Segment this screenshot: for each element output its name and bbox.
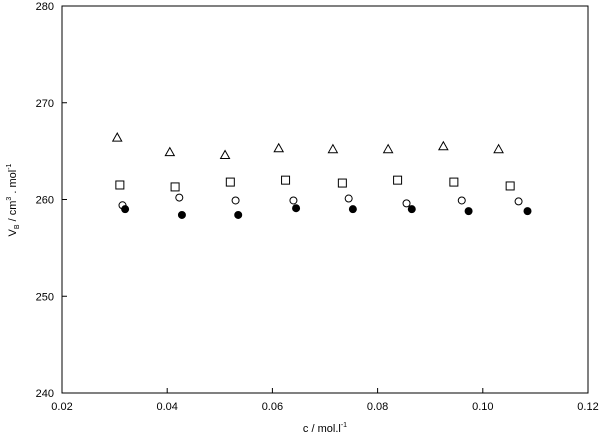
- plot-frame: [61, 5, 589, 394]
- triangle-marker: [437, 140, 449, 151]
- x-tick-label: 0.12: [577, 401, 598, 413]
- x-tick-label: 0.10: [472, 401, 493, 413]
- y-axis-title: VB / cm3 . mol-1: [6, 163, 21, 236]
- triangle-marker: [493, 143, 504, 154]
- data-markers: [111, 132, 532, 219]
- open-circle-marker: [402, 199, 411, 208]
- filled-circle-marker: [348, 205, 357, 214]
- open-circle-marker: [514, 197, 523, 206]
- x-axis-title-sup: -1: [341, 422, 347, 429]
- y-axis-title-sup1: 3: [6, 197, 13, 201]
- open-circle-marker: [231, 196, 240, 205]
- x-tick-label: 0.06: [262, 401, 283, 413]
- open-circle-marker: [457, 196, 466, 205]
- y-axis-title-main: V: [7, 228, 19, 236]
- triangle-marker: [111, 132, 123, 142]
- filled-circle-marker: [464, 207, 473, 216]
- y-axis-title-sub: B: [14, 224, 21, 229]
- square-marker: [225, 177, 235, 187]
- x-tick-label: 0.04: [156, 401, 177, 413]
- y-axis-title-mid: / cm: [7, 201, 19, 225]
- square-marker: [337, 178, 347, 188]
- y-axis-title-sup2: -1: [6, 163, 13, 169]
- y-axis-title-mid2: . mol: [7, 170, 19, 197]
- open-circle-marker: [344, 194, 353, 203]
- x-axis-title-main: c / mol.l: [303, 423, 341, 435]
- triangle-marker: [273, 142, 285, 153]
- filled-circle-marker: [234, 210, 243, 219]
- square-marker: [281, 175, 291, 185]
- triangle-marker: [327, 143, 339, 154]
- triangle-marker: [382, 143, 394, 154]
- square-marker: [393, 175, 403, 185]
- square-marker: [505, 181, 515, 191]
- y-tick-label: 270: [36, 98, 54, 110]
- triangle-marker: [219, 149, 231, 159]
- square-marker: [170, 182, 180, 192]
- y-tick-label: 260: [36, 195, 54, 207]
- square-marker: [449, 177, 459, 187]
- y-tick-label: 280: [36, 1, 54, 13]
- open-circle-marker: [289, 196, 298, 205]
- y-tick-label: 240: [36, 388, 54, 400]
- x-axis-title: c / mol.l-1: [303, 422, 347, 435]
- y-tick-label: 250: [36, 291, 54, 303]
- square-marker: [115, 180, 125, 190]
- triangle-marker: [164, 146, 176, 157]
- filled-circle-marker: [292, 204, 301, 213]
- x-tick-label: 0.02: [51, 401, 72, 413]
- x-tick-label: 0.08: [367, 401, 388, 413]
- filled-circle-marker: [121, 205, 130, 214]
- x-axis-ticks: 0.02 0.04 0.06 0.08 0.10 0.12: [51, 388, 599, 413]
- filled-circle-marker: [523, 207, 532, 216]
- filled-circle-marker: [177, 210, 186, 219]
- y-axis-ticks: 240 250 260 270 280: [36, 1, 67, 400]
- open-circle-marker: [175, 193, 184, 202]
- filled-circle-marker: [407, 205, 416, 214]
